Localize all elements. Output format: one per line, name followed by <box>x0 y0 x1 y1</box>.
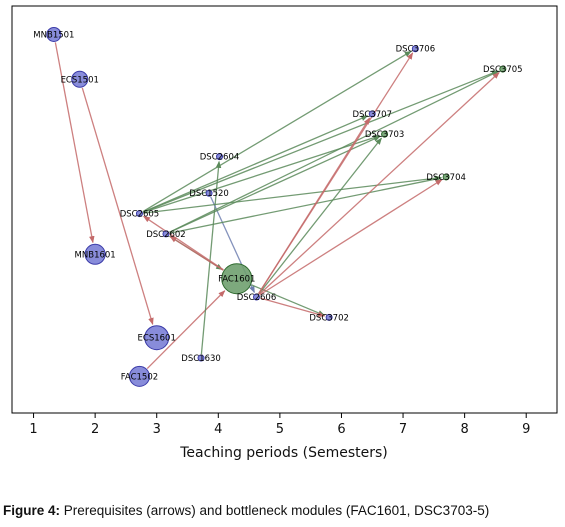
node-fac1601 <box>221 263 253 295</box>
node-dsc3707 <box>368 110 376 118</box>
node-label-dsc3702: DSC3702 <box>309 313 349 323</box>
edge-layer <box>54 42 500 370</box>
plot-area-frame <box>11 5 558 414</box>
node-mnb1601 <box>84 243 106 265</box>
node-mnb1501 <box>46 26 62 42</box>
edge-fac1601-to-dsc2602 <box>169 236 224 271</box>
node-ecs1501 <box>71 70 89 88</box>
x-tick-label: 1 <box>29 422 37 437</box>
edge-ecs1501-to-ecs1601 <box>81 87 154 325</box>
caption-label: Figure 4: <box>3 503 61 518</box>
node-layer <box>46 26 507 387</box>
node-label-dsc3705: DSC3705 <box>483 65 523 75</box>
node-label-ecs1601: ECS1601 <box>138 334 176 344</box>
x-axis: 1 2 3 4 5 6 7 8 9 <box>29 413 530 437</box>
node-ecs1601 <box>144 325 170 351</box>
edge-dsc2605-to-dsc3705 <box>142 70 499 213</box>
node-label-fac1601: FAC1601 <box>218 275 255 285</box>
x-tick-label: 2 <box>91 422 99 437</box>
edge-fac1502-to-fac1601 <box>146 290 226 370</box>
edge-dsc2602-to-dsc3704 <box>169 176 442 234</box>
edge-dsc2602-to-dsc3703 <box>169 135 381 233</box>
node-dsc1520 <box>205 189 213 197</box>
node-label-dsc3706: DSC3706 <box>396 45 436 55</box>
node-label-dsc2606: DSC2606 <box>237 293 277 303</box>
node-label-dsc3703: DSC3703 <box>365 130 405 140</box>
edge-dsc2606-to-dsc3704 <box>259 179 443 296</box>
x-tick-label: 5 <box>276 422 284 437</box>
node-dsc3704 <box>442 173 450 181</box>
node-dsc3702 <box>325 313 333 321</box>
node-label-fac1502: FAC1502 <box>121 372 158 382</box>
x-tick-label: 3 <box>153 422 161 437</box>
node-dsc3703 <box>381 130 389 138</box>
edge-mnb1501-to-mnb1601 <box>54 42 95 244</box>
figure-caption: Figure 4: Prerequisites (arrows) and bot… <box>3 503 563 518</box>
edge-dsc2606-to-dsc3703 <box>258 137 382 295</box>
edge-dsc2605-to-dsc3704 <box>143 175 442 214</box>
node-label-mnb1501: MNB1501 <box>33 30 74 40</box>
x-tick-label: 9 <box>522 422 530 437</box>
node-fac1502 <box>128 365 150 387</box>
edge-dsc2606-to-dsc3705 <box>258 72 500 295</box>
node-dsc3705 <box>499 65 507 73</box>
node-dsc2606 <box>252 293 260 301</box>
node-label-dsc1520: DSC1520 <box>189 189 229 199</box>
node-label-dsc3707: DSC3707 <box>352 110 392 120</box>
x-tick-label: 4 <box>214 422 222 437</box>
node-dsc2605 <box>135 210 143 218</box>
node-label-ecs1501: ECS1501 <box>61 75 99 85</box>
node-dsc1630 <box>197 354 205 362</box>
node-label-dsc3704: DSC3704 <box>426 173 466 183</box>
edge-dsc2602-to-dsc3705 <box>169 70 499 233</box>
node-label-dsc2604: DSC2604 <box>200 153 240 163</box>
x-tick-label: 6 <box>337 422 345 437</box>
node-label-dsc1630: DSC1630 <box>181 354 221 364</box>
caption-text: Prerequisites (arrows) and bottleneck mo… <box>60 503 490 518</box>
node-dsc2602 <box>162 230 170 238</box>
edge-fac1601-to-dsc2605 <box>143 215 224 271</box>
node-label-dsc2602: DSC2602 <box>146 230 186 240</box>
edge-dsc1630-to-dsc2604 <box>200 160 222 355</box>
x-axis-label: Teaching periods (Semesters) <box>179 445 388 461</box>
node-dsc2604 <box>216 153 224 161</box>
edge-dsc2606-to-dsc3702 <box>260 297 326 318</box>
edge-dsc2605-to-dsc3707 <box>142 115 369 213</box>
node-label-dsc2605: DSC2605 <box>120 210 160 220</box>
x-tick-label: 7 <box>399 422 407 437</box>
node-label-mnb1601: MNB1601 <box>75 250 116 260</box>
edge-dsc2606-to-dsc3707 <box>258 117 371 294</box>
x-tick-label: 8 <box>460 422 468 437</box>
label-layer: MNB1501 ECS1501 MNB1601 ECS1601 FAC1502 FAC16… <box>33 30 522 382</box>
prerequisite-network-chart: MNB1501 ECS1501 MNB1601 ECS1601 FAC1502 FAC16… <box>11 5 558 461</box>
edge-dsc2605-to-dsc3706 <box>142 50 412 213</box>
node-dsc3706 <box>411 45 419 53</box>
